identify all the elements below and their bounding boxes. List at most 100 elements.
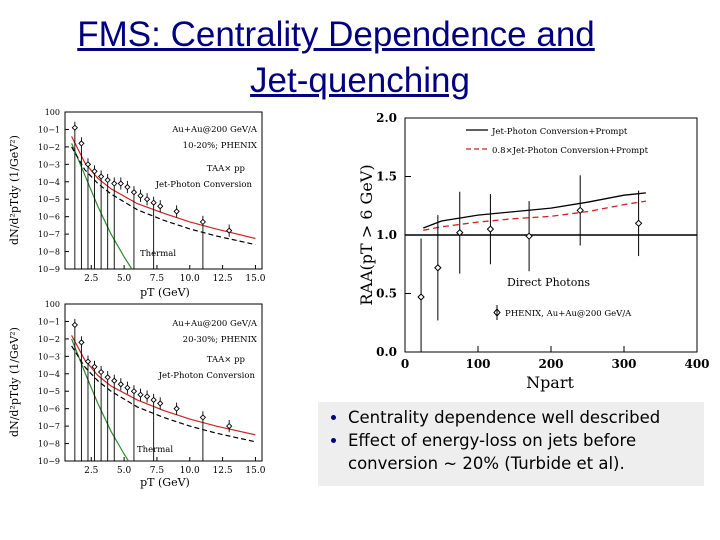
y-tick-label: 10−3 <box>38 352 60 361</box>
y-tick-label: 10−7 <box>38 230 60 239</box>
y-tick-label: 10−2 <box>38 143 60 152</box>
y-tick-label: 10−9 <box>38 457 60 466</box>
curve-jet-photon-conversion <box>71 136 256 240</box>
data-point <box>143 196 151 203</box>
y-tick-label: 10−6 <box>38 405 60 414</box>
y-tick-label: 0.5 <box>376 287 397 301</box>
data-point <box>71 124 78 131</box>
data-point <box>150 199 157 206</box>
data-point <box>150 396 157 404</box>
annotation-system: Au+Au@200 GeV/A <box>171 319 258 329</box>
plot-frame <box>64 111 263 270</box>
summary-note-box: Centrality dependence well described Eff… <box>318 402 704 486</box>
y-tick-label: 10−8 <box>38 440 60 449</box>
curve-jet-photon-prompt <box>423 192 646 229</box>
x-tick-label: 2.5 <box>84 274 99 284</box>
curve-taa-pp <box>71 345 256 443</box>
data-point <box>104 374 111 381</box>
data-point <box>137 391 144 398</box>
y-tick-label: 10−6 <box>38 213 60 222</box>
data-point <box>124 183 131 191</box>
x-tick-label: 10.0 <box>180 274 200 284</box>
y-tick-label: 10−5 <box>38 195 60 204</box>
data-point <box>111 180 118 187</box>
data-point <box>130 388 138 395</box>
data-point <box>97 368 105 376</box>
y-tick-label: 10−4 <box>38 370 60 379</box>
data-point <box>199 218 207 226</box>
data-point <box>576 206 584 215</box>
y-tick-label: 10−9 <box>38 265 60 274</box>
annotation-taa-pp: TAA× pp <box>207 355 246 365</box>
bullet-item: Centrality dependence well described <box>348 406 704 429</box>
y-tick-label: 10−1 <box>38 125 60 134</box>
annotation-direct-photons: Direct Photons <box>507 276 590 289</box>
data-point <box>456 228 464 237</box>
x-tick-label: 400 <box>684 357 709 371</box>
data-point <box>417 293 425 301</box>
x-tick-label: 12.5 <box>213 274 233 284</box>
data-point <box>78 339 85 346</box>
x-tick-label: 0 <box>401 357 409 371</box>
curve-taa-pp <box>71 146 256 246</box>
data-point <box>71 321 78 329</box>
x-tick-label: 5.0 <box>117 466 132 476</box>
data-point <box>173 405 180 412</box>
annotation-thermal: Thermal <box>140 249 176 259</box>
x-tick-label: 15.0 <box>245 274 265 284</box>
y-tick-label: 100 <box>45 300 60 309</box>
data-point <box>117 180 124 187</box>
x-tick-label: 10.0 <box>180 466 200 476</box>
x-tick-label: 2.5 <box>84 466 99 476</box>
summary-bullet-list: Centrality dependence well described Eff… <box>318 406 704 475</box>
data-point <box>199 414 207 421</box>
legend-label-prompt: Jet-Photon Conversion+Prompt <box>491 127 628 137</box>
y-axis-label: RAA(pT > 6 GeV) <box>357 164 376 305</box>
data-point <box>434 264 442 272</box>
annotation-system: Au+Au@200 GeV/A <box>171 125 258 135</box>
curve-jet-photon-conversion <box>71 335 256 436</box>
bullet-item: Effect of energy-loss on jets before con… <box>348 429 704 475</box>
y-tick-label: 2.0 <box>376 111 397 125</box>
plot-frame <box>64 303 263 462</box>
y-tick-label: 10−1 <box>38 317 60 326</box>
data-point <box>91 363 98 370</box>
legend-label-data: PHENIX, Au+Au@200 GeV/A <box>505 309 632 319</box>
raa-panel: RAA(pT > 6 GeV) Npart Direct Photons Jet… <box>357 111 710 392</box>
annotation-thermal: Thermal <box>137 445 173 455</box>
data-point <box>157 400 164 407</box>
x-tick-label: 7.5 <box>150 274 165 284</box>
title-line-2: Jet-quenching <box>250 61 470 100</box>
x-tick-label: 100 <box>465 357 490 371</box>
data-point <box>104 176 111 184</box>
data-point <box>226 227 233 234</box>
x-tick-label: 12.5 <box>213 466 233 476</box>
y-tick-label: 10−3 <box>38 160 60 169</box>
data-point <box>137 192 144 199</box>
x-axis-label: Npart <box>526 373 574 392</box>
y-tick-label: 10−2 <box>38 335 60 344</box>
x-axis-label: pT (GeV) <box>140 286 190 299</box>
data-point <box>173 208 180 215</box>
data-point <box>486 225 495 233</box>
data-point <box>226 422 233 430</box>
y-tick-label: 10−4 <box>38 178 60 187</box>
annotation-jet-photon: Jet-Photon Conversion <box>155 180 253 190</box>
legend-marker-data <box>493 308 501 317</box>
legend-label-scaled: 0.8×Jet-Photon Conversion+Prompt <box>492 146 649 156</box>
y-axis-label: dN/d²pTdy (1/GeV²) <box>8 135 21 245</box>
y-axis-label: dN/d²pTdy (1/GeV²) <box>8 327 21 437</box>
curve-thermal <box>71 338 130 462</box>
data-point <box>634 219 643 228</box>
data-point <box>111 377 118 384</box>
data-point <box>157 203 164 210</box>
y-tick-label: 10−5 <box>38 387 60 396</box>
data-point <box>117 381 124 388</box>
curve-thermal <box>71 143 133 270</box>
y-tick-label: 0.0 <box>376 345 397 359</box>
x-tick-label: 5.0 <box>117 274 132 284</box>
y-tick-label: 1.5 <box>376 170 397 184</box>
data-point <box>143 393 151 400</box>
curve-scaled-jet-photon-prompt <box>423 200 647 231</box>
